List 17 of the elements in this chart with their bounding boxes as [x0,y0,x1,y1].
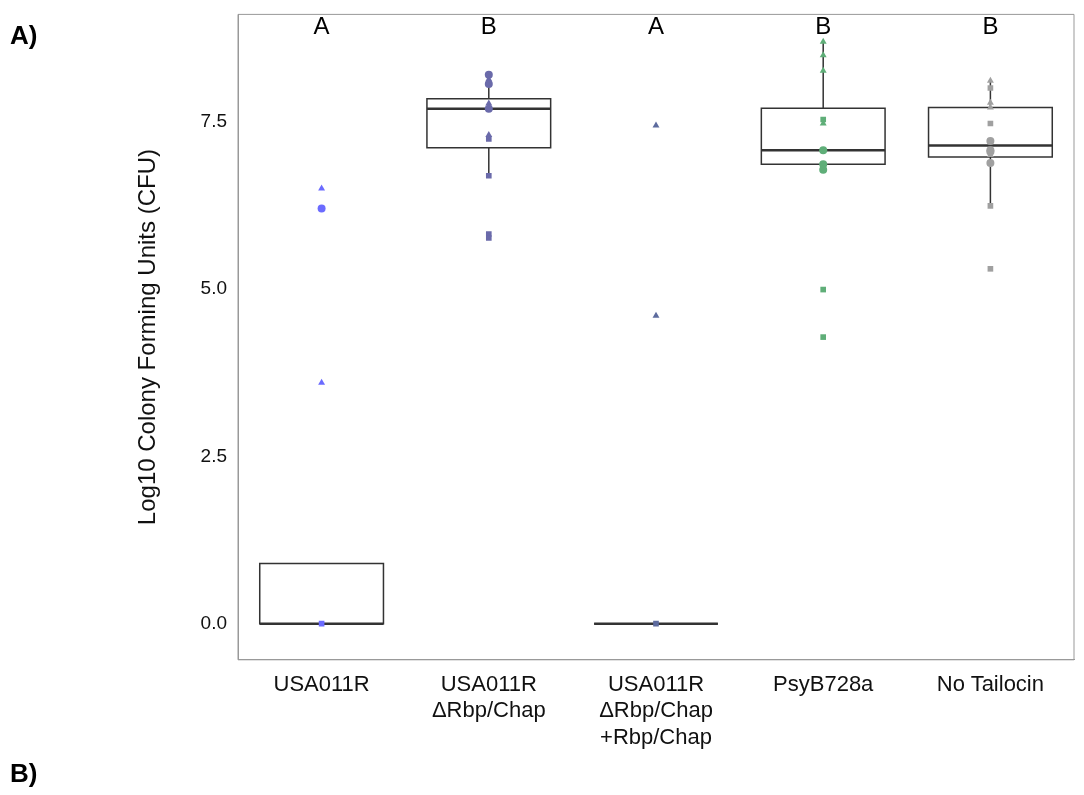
x-tick-label: USA011R ΔRbp/Chap [431,671,546,723]
y-axis-title: Log10 Colony Forming Units (CFU) [133,149,161,526]
x-tick-label: USA011R [273,671,370,697]
y-tick-label: 5.0 [200,277,227,299]
y-tick-label: 7.5 [200,109,227,131]
annotation: B [480,12,497,40]
x-tick-label: PsyB728a [773,671,875,697]
text: B) [10,758,38,789]
y-tick-label: 0.0 [200,611,227,633]
x-tick-label: No Tailocin [936,671,1045,697]
annotation: A [647,12,665,40]
x-tick-label: USA011R ΔRbp/Chap +Rbp/Chap [599,671,713,749]
annotation: A [313,12,330,40]
text: A) [10,20,38,51]
annotation: B [982,12,999,40]
y-tick-label: 2.5 [200,444,227,466]
annotation: B [815,12,832,40]
